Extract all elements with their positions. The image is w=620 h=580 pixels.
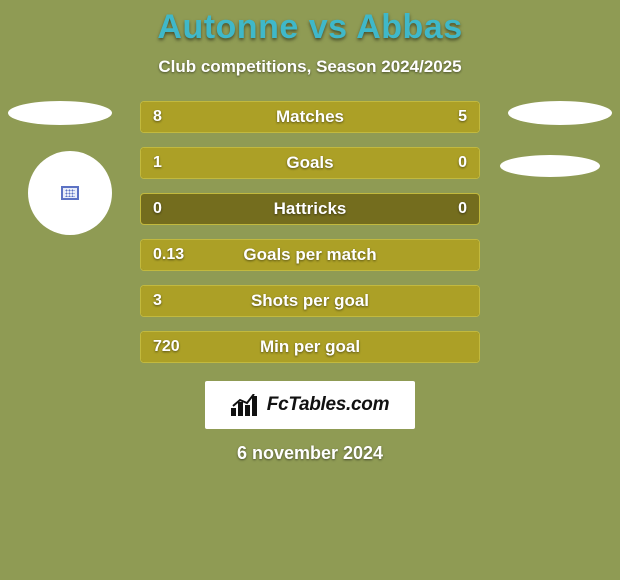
stat-label: Goals [286,153,333,173]
stat-row: 0.13 Goals per match [140,239,480,271]
player-right-marker-top [508,101,612,125]
stat-row: 8 5 Matches [140,101,480,133]
bars-icon [231,394,261,416]
stat-bars: 8 5 Matches 1 0 Goals 0 0 Hattricks 0.13 Goals per… [140,101,480,363]
stat-row: 0 0 Hattricks [140,193,480,225]
stat-value-left: 8 [153,108,162,126]
stat-label: Min per goal [260,337,360,357]
stat-label: Matches [276,107,344,127]
date-text: 6 november 2024 [0,443,620,464]
stat-value-left: 720 [153,338,180,356]
stat-row: 1 0 Goals [140,147,480,179]
branding-badge: FcTables.com [205,381,415,429]
comparison-arena: 8 5 Matches 1 0 Goals 0 0 Hattricks 0.13 Goals per… [0,101,620,363]
stat-label: Shots per goal [251,291,369,311]
branding-text: FcTables.com [267,394,389,416]
player-left-marker-top [8,101,112,125]
stat-row: 3 Shots per goal [140,285,480,317]
stat-bar-right [405,148,479,178]
page-title: Autonne vs Abbas [0,0,620,47]
stat-row: 720 Min per goal [140,331,480,363]
stat-value-right: 0 [458,154,467,172]
stat-value-right: 0 [458,200,467,218]
placeholder-image-icon [61,186,79,200]
stat-value-left: 3 [153,292,162,310]
stat-label: Hattricks [274,199,347,219]
player-left-badge [28,151,112,235]
placeholder-image-icon-dots [65,189,75,197]
subtitle: Club competitions, Season 2024/2025 [0,57,620,77]
content-root: Autonne vs Abbas Club competitions, Seas… [0,0,620,580]
stat-bar-left [141,148,405,178]
stat-label: Goals per match [243,245,376,265]
stat-value-left: 0 [153,200,162,218]
player-right-marker-bottom [500,155,600,177]
stat-value-left: 0.13 [153,246,184,264]
stat-value-right: 5 [458,108,467,126]
stat-value-left: 1 [153,154,162,172]
